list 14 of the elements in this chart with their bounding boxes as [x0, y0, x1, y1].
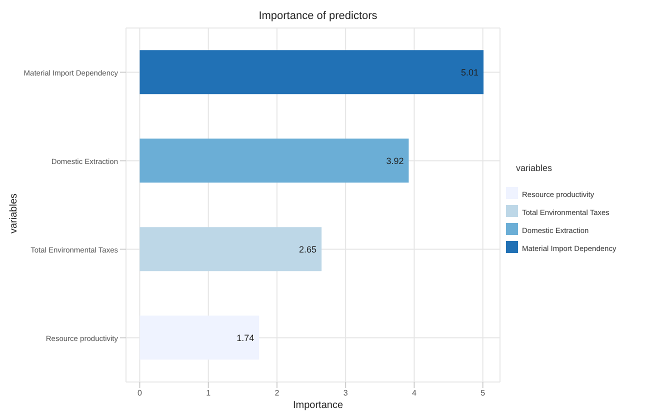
y-axis-title: variables [8, 192, 20, 236]
data-label: 1.74 [236, 332, 254, 343]
x-tick-label: 5 [480, 388, 486, 398]
data-label: 3.92 [386, 156, 404, 166]
x-tick-label: 2 [274, 388, 280, 398]
data-label: 2.65 [299, 244, 317, 254]
data-label: 5.01 [461, 67, 479, 78]
x-tick-label: 1 [206, 388, 212, 398]
x-tick-label: 3 [343, 388, 348, 398]
chart-title: Importance of predictors [258, 10, 378, 22]
legend-title: variables [516, 163, 552, 173]
x-tick-label: 4 [412, 388, 417, 398]
x-axis-title: Importance [292, 400, 344, 411]
x-tick-label: 0 [138, 388, 142, 398]
